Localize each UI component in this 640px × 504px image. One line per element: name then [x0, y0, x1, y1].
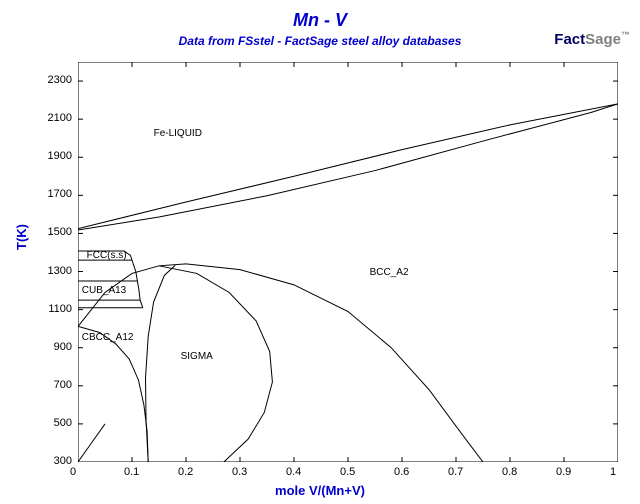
region-label: CBCC_A12 — [82, 332, 134, 343]
x-tick-label: 0 — [70, 466, 76, 478]
x-tick-label: 0.7 — [448, 466, 463, 478]
y-tick-label: 1300 — [48, 265, 72, 277]
x-tick-label: 0.1 — [124, 466, 139, 478]
y-tick-label: 2100 — [48, 112, 72, 124]
logo-sage: Sage — [585, 31, 621, 48]
x-tick-label: 0.9 — [556, 466, 571, 478]
main-title: Mn - V — [0, 10, 640, 31]
region-label: CUB_A13 — [82, 285, 126, 296]
y-tick-label: 1700 — [48, 188, 72, 200]
region-label: FCC(s.s) — [87, 250, 127, 261]
phase-diagram-container: Mn - V Data from FSstel - FactSage steel… — [0, 0, 640, 504]
y-tick-label: 900 — [54, 341, 72, 353]
logo-tm: ™ — [621, 30, 630, 40]
phase-diagram-plot — [78, 62, 618, 462]
sub-title: Data from FSstel - FactSage steel alloy … — [0, 34, 640, 48]
x-tick-label: 1 — [610, 466, 616, 478]
y-tick-label: 1100 — [48, 303, 72, 315]
logo-act: act — [563, 31, 585, 48]
y-tick-label: 500 — [54, 417, 72, 429]
y-tick-label: 1900 — [48, 150, 72, 162]
y-tick-label: 700 — [54, 379, 72, 391]
y-tick-label: 1500 — [48, 226, 72, 238]
y-tick-label: 2300 — [48, 74, 72, 86]
x-tick-label: 0.6 — [394, 466, 409, 478]
x-axis-label: mole V/(Mn+V) — [0, 483, 640, 498]
x-tick-label: 0.2 — [178, 466, 193, 478]
y-axis-label: T(K) — [14, 224, 29, 250]
region-label: BCC_A2 — [370, 267, 409, 278]
y-tick-label: 300 — [54, 455, 72, 467]
x-tick-label: 0.5 — [340, 466, 355, 478]
region-label: SIGMA — [181, 351, 213, 362]
factsage-logo: FactSage™ — [554, 30, 630, 48]
x-tick-label: 0.3 — [232, 466, 247, 478]
x-tick-label: 0.4 — [286, 466, 301, 478]
region-label: Fe-LIQUID — [154, 128, 202, 139]
x-tick-label: 0.8 — [502, 466, 517, 478]
